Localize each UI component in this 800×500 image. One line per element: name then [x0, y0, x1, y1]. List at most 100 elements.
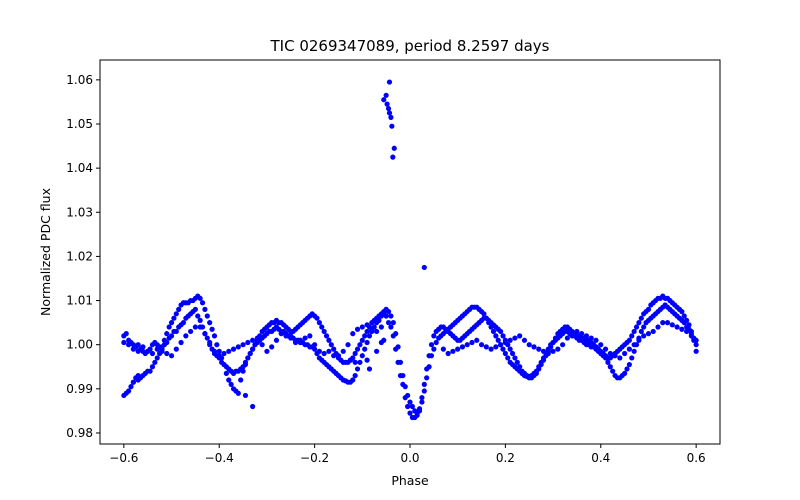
- data-point: [135, 377, 141, 383]
- data-point: [211, 348, 218, 354]
- data-point: [540, 348, 547, 354]
- data-point: [226, 377, 232, 383]
- data-point: [314, 315, 320, 321]
- data-point: [478, 342, 485, 348]
- data-point: [166, 324, 172, 330]
- data-point: [679, 326, 685, 332]
- x-tick-label: −0.6: [109, 451, 138, 465]
- data-point: [326, 337, 332, 343]
- data-point: [386, 79, 393, 85]
- data-point: [168, 320, 175, 326]
- data-point: [550, 348, 556, 354]
- y-axis: 0.98 0.99 1.00 1.01 1.02 1.03 1.04 1.05 1.06: [66, 73, 100, 440]
- data-point: [183, 333, 189, 339]
- data-point: [495, 337, 501, 343]
- data-point: [517, 364, 523, 370]
- data-point: [362, 333, 368, 339]
- data-point: [192, 306, 198, 312]
- data-point: [159, 344, 165, 350]
- data-point: [622, 350, 628, 357]
- data-point: [130, 346, 136, 352]
- data-point: [450, 348, 456, 354]
- data-point: [135, 348, 141, 354]
- data-point: [335, 353, 342, 359]
- data-point: [238, 377, 244, 383]
- data-point: [512, 335, 518, 341]
- data-point: [686, 322, 692, 328]
- data-point: [216, 353, 222, 359]
- data-point: [235, 390, 241, 396]
- data-point: [199, 300, 206, 306]
- data-point: [636, 337, 642, 343]
- data-point: [679, 308, 685, 315]
- data-point: [269, 344, 275, 350]
- data-point: [400, 372, 406, 379]
- data-point: [250, 337, 256, 343]
- data-point: [278, 331, 284, 337]
- data-point: [352, 372, 358, 379]
- data-point: [207, 320, 213, 326]
- data-point: [622, 370, 628, 376]
- data-point: [388, 114, 394, 120]
- x-axis: −0.6 −0.4 −0.2 0.0 0.2 0.4 0.6: [109, 444, 706, 465]
- data-point: [350, 377, 356, 383]
- data-point: [245, 339, 251, 346]
- data-point: [204, 335, 210, 341]
- y-tick-label: 1.01: [66, 294, 93, 308]
- data-point: [149, 350, 156, 357]
- data-point: [347, 357, 353, 363]
- data-point: [168, 353, 175, 359]
- data-point: [481, 311, 487, 317]
- data-point: [669, 322, 675, 328]
- data-point: [321, 328, 327, 335]
- data-point: [493, 344, 499, 350]
- data-point: [357, 342, 363, 348]
- data-point: [247, 350, 253, 357]
- data-point: [626, 361, 632, 368]
- y-tick-label: 1.05: [66, 117, 93, 131]
- data-point: [631, 328, 637, 335]
- data-point: [564, 335, 570, 341]
- data-point: [512, 355, 518, 361]
- data-point: [152, 359, 158, 365]
- data-point: [598, 342, 604, 348]
- data-point: [245, 355, 251, 361]
- data-point: [340, 348, 346, 354]
- data-point: [509, 350, 516, 357]
- data-point: [419, 395, 425, 401]
- data-point: [536, 366, 542, 372]
- data-point: [507, 346, 513, 352]
- data-point: [629, 333, 635, 339]
- data-point: [445, 350, 451, 357]
- data-point: [209, 326, 215, 332]
- data-point: [316, 320, 322, 326]
- data-point: [633, 324, 640, 330]
- y-tick-label: 1.00: [66, 338, 93, 352]
- data-point: [283, 333, 289, 339]
- data-point: [357, 359, 363, 365]
- data-point: [354, 326, 361, 332]
- data-point: [362, 346, 368, 352]
- data-point: [428, 342, 435, 348]
- data-point: [242, 361, 249, 368]
- data-point: [550, 339, 556, 346]
- data-point: [488, 346, 494, 352]
- y-tick-label: 1.04: [66, 161, 93, 175]
- data-point: [374, 348, 380, 354]
- data-point: [385, 308, 392, 315]
- data-point: [431, 333, 437, 339]
- data-point: [366, 333, 373, 339]
- data-point: [607, 350, 613, 357]
- data-point: [123, 331, 129, 337]
- data-point: [316, 348, 322, 354]
- data-point: [645, 331, 652, 337]
- data-point: [381, 337, 387, 343]
- data-point: [180, 320, 187, 326]
- data-point: [354, 346, 361, 352]
- data-point: [240, 342, 246, 348]
- data-point: [383, 313, 389, 319]
- data-point: [424, 375, 430, 381]
- x-axis-label: Phase: [391, 473, 429, 488]
- data-point: [414, 410, 420, 416]
- data-point: [431, 346, 437, 352]
